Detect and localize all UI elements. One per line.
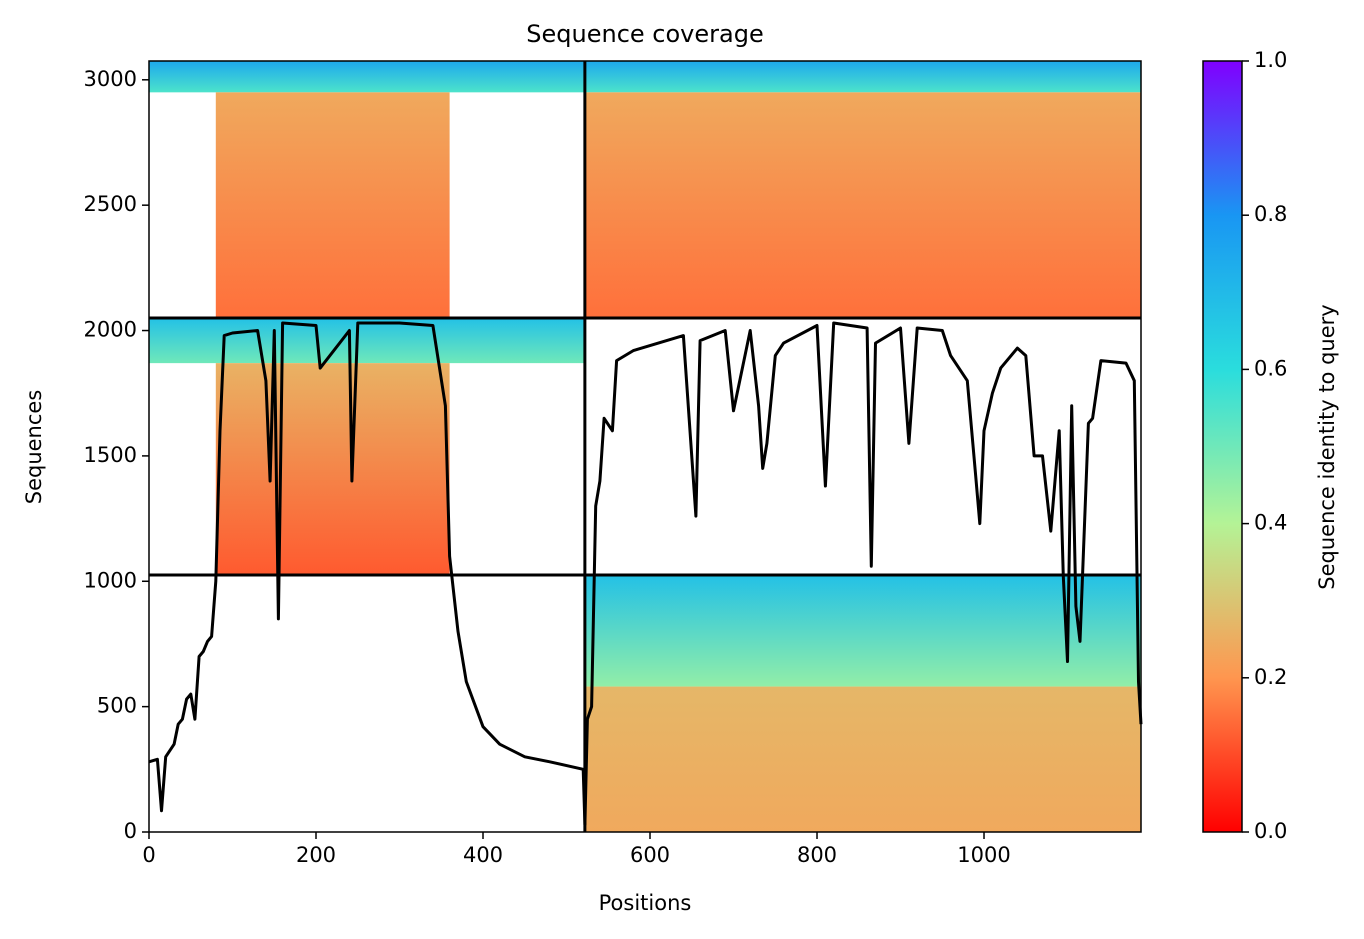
x-tick-label: 800 <box>797 843 837 867</box>
x-axis-label: Positions <box>599 891 692 915</box>
colorbar-tick-label: 1.0 <box>1254 48 1287 72</box>
coverage-line <box>148 321 1143 826</box>
msa-block <box>215 363 450 575</box>
msa-block <box>149 61 1141 93</box>
x-tick-label: 200 <box>296 843 336 867</box>
msa-block <box>584 92 1141 318</box>
y-tick-label: 3000 <box>84 67 137 91</box>
y-axis-label: Sequences <box>22 390 46 505</box>
colorbar <box>1202 60 1243 833</box>
msa-block <box>215 92 450 318</box>
msa-block <box>584 575 1141 687</box>
x-tick-label: 1000 <box>957 843 1010 867</box>
y-tick-label: 500 <box>97 694 137 718</box>
colorbar-label: Sequence identity to query <box>1315 304 1339 589</box>
colorbar-tick-label: 0.6 <box>1254 356 1287 380</box>
plot-frame <box>148 60 1142 833</box>
x-tick-label: 600 <box>630 843 670 867</box>
y-tick-label: 2000 <box>84 318 137 342</box>
msa-block <box>149 318 585 364</box>
x-tick-label: 400 <box>463 843 503 867</box>
y-tick-label: 1500 <box>84 443 137 467</box>
colorbar-tick-label: 0.4 <box>1254 511 1287 535</box>
msa-block <box>584 686 1141 832</box>
y-tick-label: 1000 <box>84 568 137 592</box>
x-tick-label: 0 <box>142 843 155 867</box>
chart-title: Sequence coverage <box>526 20 763 48</box>
colorbar-tick-label: 0.2 <box>1254 665 1287 689</box>
y-tick-label: 0 <box>124 819 137 843</box>
colorbar-tick-label: 0.8 <box>1254 202 1287 226</box>
colorbar-tick-label: 0.0 <box>1254 819 1287 843</box>
y-tick-label: 2500 <box>84 192 137 216</box>
